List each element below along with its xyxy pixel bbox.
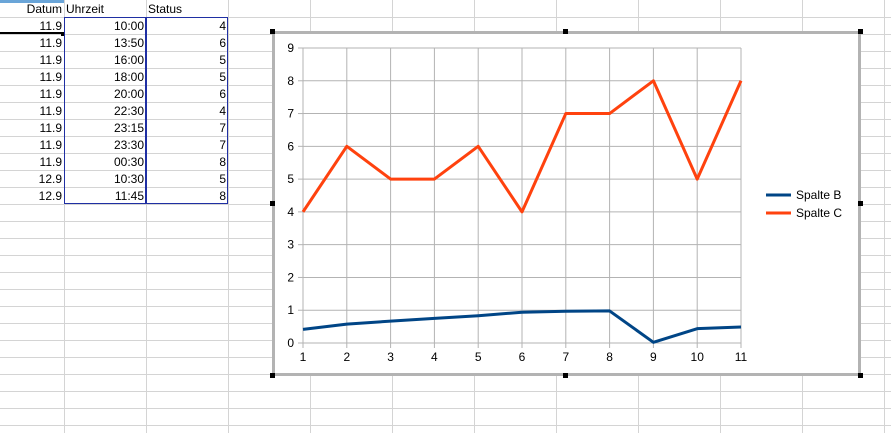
cell-status[interactable]: 4 xyxy=(219,19,226,33)
column-gridline xyxy=(228,0,229,433)
cell-datum[interactable]: 11.9 xyxy=(39,138,62,152)
y-tick-label: 2 xyxy=(287,270,294,284)
resize-handle[interactable] xyxy=(270,29,275,34)
cell-status[interactable]: 4 xyxy=(219,104,226,118)
cell-status[interactable]: 5 xyxy=(219,70,226,84)
cell-uhrzeit[interactable]: 22:30 xyxy=(113,104,144,118)
x-tick-label: 6 xyxy=(519,350,526,364)
column-gridline xyxy=(884,0,885,433)
cell-cursor-fill-handle[interactable] xyxy=(61,32,65,36)
row-gridline xyxy=(0,391,891,392)
cell-status[interactable]: 8 xyxy=(219,189,226,203)
chart-object[interactable]: 0 1 2 3 4 5 6 7 8 9 1 2 3 4 5 6 7 8 9 10 11 Spalte B Spalte C xyxy=(272,31,861,376)
column-gridline xyxy=(64,0,65,433)
x-tick-label: 2 xyxy=(343,350,350,364)
cell-status[interactable]: 6 xyxy=(219,36,226,50)
cell-uhrzeit[interactable]: 10:00 xyxy=(113,19,144,33)
resize-handle[interactable] xyxy=(563,373,568,378)
chart-range-highlight-uhrzeit xyxy=(64,17,146,204)
header-datum[interactable]: Datum xyxy=(26,2,62,16)
cell-uhrzeit[interactable]: 23:30 xyxy=(113,138,144,152)
y-tick-label: 1 xyxy=(287,303,294,317)
y-tick-label: 3 xyxy=(287,238,294,252)
resize-handle[interactable] xyxy=(858,29,863,34)
header-status[interactable]: Status xyxy=(148,2,183,16)
cell-datum[interactable]: 11.9 xyxy=(39,104,62,118)
cell-datum[interactable]: 11.9 xyxy=(39,70,62,84)
cell-uhrzeit[interactable]: 13:50 xyxy=(113,36,144,50)
row-gridline xyxy=(0,17,891,18)
cell-status[interactable]: 6 xyxy=(219,87,226,101)
cell-uhrzeit[interactable]: 10:30 xyxy=(113,172,144,186)
y-tick-label: 5 xyxy=(287,172,294,186)
x-tick-label: 10 xyxy=(691,350,705,364)
cell-uhrzeit[interactable]: 23:15 xyxy=(113,121,144,135)
cell-datum[interactable]: 12.9 xyxy=(38,189,62,203)
cell-status[interactable]: 5 xyxy=(219,172,226,186)
cell-datum[interactable]: 12.9 xyxy=(38,172,62,186)
x-tick-label: 5 xyxy=(475,350,482,364)
y-tick-label: 4 xyxy=(287,205,294,219)
x-tick-label: 7 xyxy=(562,350,569,364)
cell-uhrzeit[interactable]: 11:45 xyxy=(114,189,144,203)
header-uhrzeit[interactable]: Uhrzeit xyxy=(66,2,105,16)
cell-datum[interactable]: 11.9 xyxy=(39,87,62,101)
x-tick-label: 11 xyxy=(735,350,748,364)
cell-status[interactable]: 5 xyxy=(219,53,226,67)
resize-handle[interactable] xyxy=(858,201,863,206)
x-tick-label: 3 xyxy=(387,350,394,364)
active-column-indicator xyxy=(0,0,64,3)
x-tick-label: 4 xyxy=(431,350,438,364)
cell-datum[interactable]: 11.9 xyxy=(39,53,62,67)
cell-uhrzeit[interactable]: 16:00 xyxy=(113,53,144,67)
cell-uhrzeit[interactable]: 18:00 xyxy=(113,70,144,84)
x-tick-label: 1 xyxy=(300,350,307,364)
cell-datum[interactable]: 11.9 xyxy=(39,19,62,33)
y-tick-label: 0 xyxy=(287,336,294,350)
cell-datum[interactable]: 11.9 xyxy=(39,36,62,50)
y-tick-label: 8 xyxy=(287,74,294,88)
column-gridline xyxy=(146,0,147,433)
cell-datum[interactable]: 11.9 xyxy=(39,155,62,169)
y-tick-label: 9 xyxy=(287,41,294,55)
chart-range-highlight-status xyxy=(146,17,228,204)
row-gridline xyxy=(0,408,891,409)
resize-handle[interactable] xyxy=(563,29,568,34)
legend-label: Spalte B xyxy=(796,188,841,202)
x-tick-label: 8 xyxy=(606,350,613,364)
series-line-spalte-b xyxy=(302,309,742,344)
cell-uhrzeit[interactable]: 20:00 xyxy=(113,87,144,101)
resize-handle[interactable] xyxy=(270,201,275,206)
cell-status[interactable]: 7 xyxy=(219,138,226,152)
cell-datum[interactable]: 11.9 xyxy=(39,121,62,135)
row-gridline xyxy=(0,425,891,426)
series-line-spalte-c xyxy=(301,79,743,214)
legend-label: Spalte C xyxy=(796,206,842,220)
cell-status[interactable]: 7 xyxy=(219,121,226,135)
cell-cursor xyxy=(0,17,64,34)
resize-handle[interactable] xyxy=(858,373,863,378)
y-tick-label: 7 xyxy=(287,107,294,121)
resize-handle[interactable] xyxy=(270,373,275,378)
cell-uhrzeit[interactable]: 00:30 xyxy=(113,155,144,169)
x-tick-label: 9 xyxy=(650,350,657,364)
cell-status[interactable]: 8 xyxy=(219,155,226,169)
y-tick-label: 6 xyxy=(287,139,294,153)
